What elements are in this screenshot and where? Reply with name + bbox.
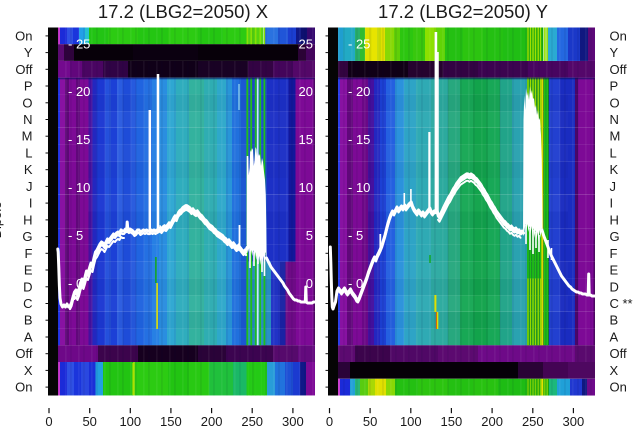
- svg-text:F: F: [25, 246, 33, 261]
- svg-text:L: L: [25, 146, 32, 161]
- svg-text:200: 200: [481, 414, 503, 429]
- svg-text:N: N: [23, 112, 32, 127]
- svg-text:G: G: [22, 229, 32, 244]
- svg-text:Off: Off: [15, 346, 32, 361]
- svg-text:100: 100: [119, 414, 141, 429]
- svg-text:D: D: [610, 279, 619, 294]
- svg-text:Off: Off: [610, 346, 627, 361]
- svg-text:- 0: - 0: [68, 276, 83, 291]
- svg-text:F: F: [610, 246, 618, 261]
- svg-text:J: J: [610, 179, 617, 194]
- svg-text:A: A: [610, 330, 619, 345]
- svg-text:- 10: - 10: [68, 180, 90, 195]
- svg-text:- 25: - 25: [68, 36, 90, 51]
- svg-text:0: 0: [45, 414, 52, 429]
- svg-text:L: L: [610, 146, 617, 161]
- svg-text:25: 25: [299, 36, 313, 51]
- svg-text:250: 250: [241, 414, 263, 429]
- svg-text:Y: Y: [24, 45, 33, 60]
- svg-text:X: X: [610, 363, 619, 378]
- svg-text:G: G: [610, 229, 620, 244]
- svg-text:250: 250: [522, 414, 544, 429]
- svg-text:Off: Off: [15, 62, 32, 77]
- svg-text:M: M: [22, 129, 33, 144]
- svg-text:M: M: [610, 129, 621, 144]
- svg-text:On: On: [15, 380, 32, 395]
- svg-text:B: B: [610, 313, 619, 328]
- svg-text:- 15: - 15: [68, 132, 90, 147]
- svg-text:I: I: [610, 196, 614, 211]
- svg-text:E: E: [24, 263, 33, 278]
- svg-text:300: 300: [282, 414, 304, 429]
- svg-text:Off: Off: [610, 62, 627, 77]
- svg-text:10: 10: [299, 180, 313, 195]
- svg-text:17.2 (LBG2=2050) Y: 17.2 (LBG2=2050) Y: [378, 1, 548, 22]
- svg-text:J: J: [26, 179, 33, 194]
- svg-text:0: 0: [326, 414, 333, 429]
- svg-text:15: 15: [299, 132, 313, 147]
- svg-text:- 25: - 25: [348, 36, 370, 51]
- svg-text:- 0: - 0: [348, 276, 363, 291]
- svg-text:50: 50: [82, 414, 96, 429]
- svg-text:E: E: [610, 263, 619, 278]
- svg-text:On: On: [610, 380, 627, 395]
- svg-text:K: K: [24, 162, 33, 177]
- svg-text:P: P: [24, 79, 33, 94]
- svg-text:300: 300: [563, 414, 585, 429]
- svg-text:- 10: - 10: [348, 180, 370, 195]
- svg-text:X: X: [24, 363, 33, 378]
- svg-text:H: H: [23, 212, 32, 227]
- svg-text:17.2 (LBG2=2050) X: 17.2 (LBG2=2050) X: [98, 1, 268, 22]
- svg-text:Dipole: Dipole: [0, 202, 4, 239]
- svg-text:H: H: [610, 212, 619, 227]
- svg-text:D: D: [23, 279, 32, 294]
- svg-text:N: N: [610, 112, 619, 127]
- svg-text:O: O: [610, 95, 620, 110]
- svg-text:20: 20: [299, 84, 313, 99]
- svg-text:150: 150: [441, 414, 463, 429]
- svg-text:- 5: - 5: [348, 228, 363, 243]
- svg-text:On: On: [610, 28, 627, 43]
- svg-text:I: I: [29, 196, 33, 211]
- svg-text:C **: C **: [610, 296, 633, 311]
- svg-text:- 20: - 20: [68, 84, 90, 99]
- svg-text:C: C: [23, 296, 32, 311]
- svg-text:0: 0: [306, 276, 313, 291]
- svg-text:O: O: [22, 95, 32, 110]
- svg-text:5: 5: [306, 228, 313, 243]
- svg-text:- 5: - 5: [68, 228, 83, 243]
- svg-text:200: 200: [201, 414, 223, 429]
- svg-text:Y: Y: [610, 45, 619, 60]
- svg-text:100: 100: [400, 414, 422, 429]
- svg-text:B: B: [24, 313, 33, 328]
- svg-text:On: On: [15, 28, 32, 43]
- svg-text:- 15: - 15: [348, 132, 370, 147]
- svg-text:K: K: [610, 162, 619, 177]
- svg-text:- 20: - 20: [348, 84, 370, 99]
- svg-text:A: A: [24, 330, 33, 345]
- svg-text:50: 50: [363, 414, 377, 429]
- svg-text:150: 150: [160, 414, 182, 429]
- svg-text:P: P: [610, 79, 619, 94]
